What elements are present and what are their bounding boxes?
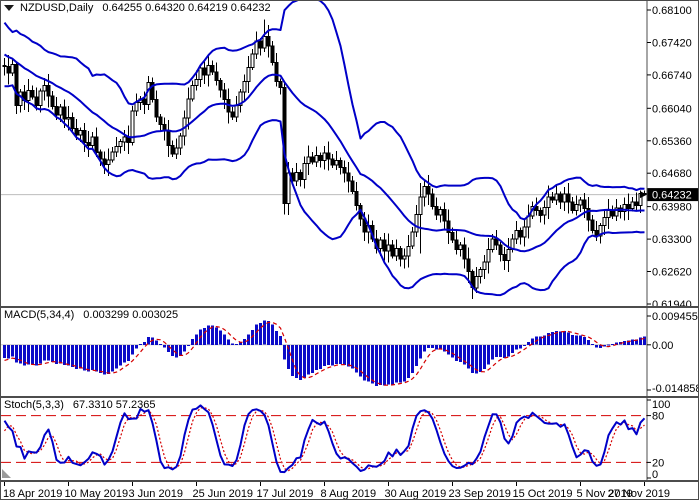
current-price-label: 0.64232 (652, 190, 692, 202)
stoch-tick-label: 100 (652, 399, 670, 411)
date-tick-label: 25 Jun 2019 (193, 488, 254, 500)
bollinger-middle-line (3, 53, 645, 253)
stoch-tick-label: 20 (652, 457, 664, 469)
chart-ohlc-values: 0.64255 0.64320 0.64219 0.64232 (102, 2, 271, 14)
stochastic-label: Stoch(5,3,3) (4, 399, 64, 411)
macd-label: MACD(5,34,4) (4, 309, 75, 321)
stoch-k-line (3, 404, 646, 474)
time-axis-canvas[interactable]: 18 Apr 2019 10 May 2019 3 Jun 2019 25 Jun 2… (1, 482, 699, 500)
macd-values: 0.003299 0.003025 (83, 309, 179, 321)
date-tick-label: 17 Jul 2019 (257, 488, 314, 500)
macd-signal-line (4, 321, 645, 386)
price-tick-label: 0.65360 (652, 136, 692, 148)
price-tick-label: 0.66740 (652, 70, 692, 82)
date-tick-label: 30 Aug 2019 (385, 488, 447, 500)
symbol-dropdown-icon[interactable] (4, 5, 14, 12)
macd-panel: MACD(5,34,4) 0.003299 0.003025 0.009455 0.… (1, 308, 699, 398)
stochastic-panel: Stoch(5,3,3) 67.3310 57.2365 100 80 20 0 (1, 398, 699, 482)
main-chart-canvas[interactable]: 0.68100 0.67420 0.66740 0.66040 0.65360 0.646… (1, 1, 699, 306)
stochastic-values: 67.3310 57.2365 (72, 399, 156, 411)
stoch-tick-label: 80 (652, 411, 664, 423)
current-price-label-bg (647, 188, 698, 202)
price-tick-label: 0.63980 (652, 202, 692, 214)
macd-tick-label: -0.014858 (652, 383, 699, 395)
time-axis: 18 Apr 2019 10 May 2019 3 Jun 2019 25 Jun 2… (1, 482, 699, 500)
price-tick-label: 0.62620 (652, 267, 692, 279)
date-tick-label: 23 Sep 2019 (449, 488, 511, 500)
date-tick-label: 15 Oct 2019 (513, 488, 573, 500)
date-tick-label: 18 Apr 2019 (3, 488, 62, 500)
price-tick-label: 0.61940 (652, 299, 692, 306)
macd-histogram (3, 320, 646, 386)
price-tick-label: 0.67420 (652, 38, 692, 50)
chart-title: NZDUSD,Daily (20, 2, 94, 14)
date-tick-label: 5 Nov 2019 (577, 488, 633, 500)
macd-chart-canvas[interactable]: 0.009455 0.00 -0.014858 (1, 308, 699, 396)
price-pointer-icon (640, 191, 647, 199)
bollinger-upper-line (3, 1, 645, 221)
macd-tick-label: 0.009455 (652, 311, 698, 323)
date-tick-label: 3 Jun 2019 (129, 488, 183, 500)
price-tick-label: 0.66040 (652, 103, 692, 115)
bollinger-lower-line (4, 84, 645, 297)
date-tick-label: 10 May 2019 (65, 488, 129, 500)
price-tick-label: 0.68100 (652, 5, 692, 17)
panel-resize-grip[interactable] (2, 469, 11, 478)
stoch-d-line (4, 407, 645, 472)
price-panel: NZDUSD,Daily 0.64255 0.64320 0.64219 0.64… (1, 1, 699, 308)
stoch-tick-label: 0 (652, 469, 658, 480)
stochastic-panel-header: Stoch(5,3,3) 67.3310 57.2365 (4, 399, 156, 411)
price-tick-label: 0.64680 (652, 168, 692, 180)
price-tick-label: 0.63300 (652, 234, 692, 246)
candlesticks-group (2, 19, 647, 300)
macd-panel-header: MACD(5,34,4) 0.003299 0.003025 (4, 309, 178, 321)
date-tick-label: 27 Nov 2019 (608, 488, 670, 500)
macd-tick-label: 0.00 (652, 340, 673, 352)
date-tick-label: 8 Aug 2019 (321, 488, 377, 500)
price-panel-header: NZDUSD,Daily 0.64255 0.64320 0.64219 0.64… (4, 2, 271, 14)
